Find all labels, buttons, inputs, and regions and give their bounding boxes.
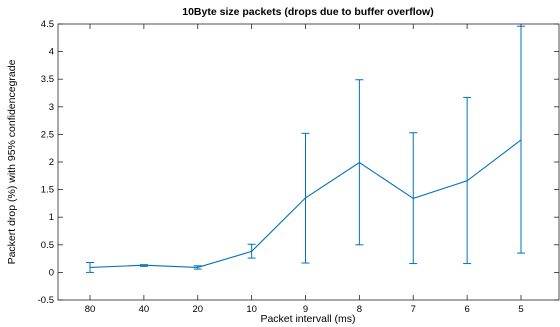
y-axis-label: Packert drop (%) with 95% confidencegrad… (6, 59, 18, 264)
y-axis: -0.5 0 0.5 1 1.5 2 2.5 3 3.5 4 4.5 (38, 19, 559, 306)
y-tick-label: 1.5 (41, 185, 54, 196)
x-tick-label: 7 (411, 304, 416, 315)
x-tick-label: 9 (303, 304, 308, 315)
y-tick-label: 0.5 (41, 240, 54, 251)
y-tick-label: 4.5 (41, 19, 54, 30)
x-tick-label: 80 (85, 304, 96, 315)
x-tick-label: 10 (246, 304, 257, 315)
x-tick-label: 6 (464, 304, 469, 315)
y-tick-label: 3 (49, 102, 54, 113)
x-tick-label: 5 (518, 304, 523, 315)
x-tick-label: 8 (357, 304, 362, 315)
chart-title: 10Byte size packets (drops due to buffer… (182, 6, 433, 18)
y-tick-label: 0 (49, 267, 54, 278)
x-axis: 80 40 20 10 9 8 7 6 5 (85, 24, 524, 315)
x-axis-label: Packet intervall (ms) (260, 313, 355, 325)
y-tick-label: 1 (49, 212, 54, 223)
y-tick-label: 4 (49, 47, 54, 58)
plot-frame (57, 23, 560, 301)
x-tick-label: 20 (192, 304, 203, 315)
y-tick-label: -0.5 (38, 295, 54, 306)
plot-area (57, 23, 560, 301)
y-tick-label: 2.5 (41, 129, 54, 140)
y-tick-label: 3.5 (41, 74, 54, 85)
series-line (89, 139, 522, 268)
y-tick-label: 2 (49, 157, 54, 168)
error-bars (86, 25, 525, 273)
x-tick-label: 40 (139, 304, 150, 315)
